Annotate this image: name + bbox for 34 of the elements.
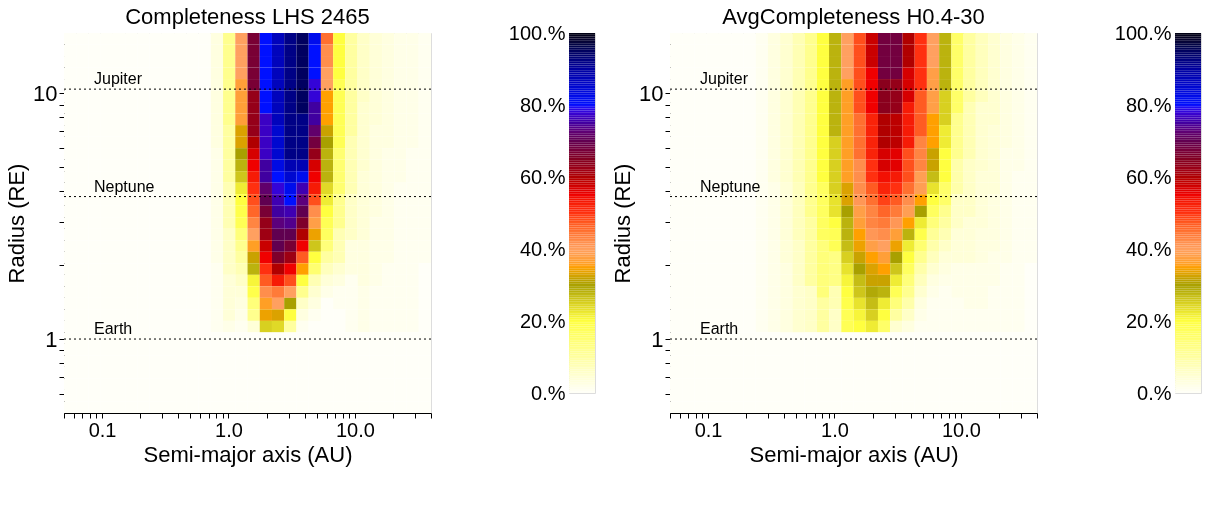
y-tick-label: 10 <box>639 80 664 106</box>
ref-line-label: Jupiter <box>94 70 143 88</box>
chart-title: AvgCompleteness H0.4-30 <box>722 4 985 29</box>
color-bar-label: 80.% <box>519 93 566 116</box>
x-tick-label: 0.1 <box>88 418 117 441</box>
y-axis-title: Radius (RE) <box>610 163 636 284</box>
ref-line-label: Neptune <box>700 177 761 195</box>
y-tick-label: 1 <box>651 326 664 352</box>
y-tick-label: 10 <box>33 80 58 106</box>
x-axis-title: Semi-major axis (AU) <box>749 441 959 467</box>
color-bar-label: 100.% <box>508 21 566 44</box>
color-bar-label: 60.% <box>519 165 566 188</box>
x-tick-label: 10.0 <box>941 418 981 441</box>
color-bar-label: 20.% <box>1125 309 1172 332</box>
color-bar-label: 0.% <box>1137 381 1172 404</box>
color-bar-label: 40.% <box>519 237 566 260</box>
ref-line-label: Jupiter <box>700 70 749 88</box>
x-tick-label: 0.1 <box>694 418 723 441</box>
color-bar-label: 100.% <box>1114 21 1172 44</box>
ref-line-label: Earth <box>700 320 739 338</box>
chart-title: Completeness LHS 2465 <box>125 4 370 29</box>
color-bar-label: 0.% <box>531 381 566 404</box>
color-bar-label: 40.% <box>1125 237 1172 260</box>
y-axis-title: Radius (RE) <box>4 163 30 284</box>
color-bar-label: 60.% <box>1125 165 1172 188</box>
x-tick-label: 1.0 <box>821 418 849 441</box>
x-tick-label: 1.0 <box>215 418 243 441</box>
color-bar-label: 80.% <box>1125 93 1172 116</box>
ref-line-label: Neptune <box>94 177 155 195</box>
ref-line-label: Earth <box>94 320 133 338</box>
x-axis-title: Semi-major axis (AU) <box>143 441 353 467</box>
x-tick-label: 10.0 <box>335 418 375 441</box>
color-bar-label: 20.% <box>519 309 566 332</box>
y-tick-label: 1 <box>45 326 58 352</box>
